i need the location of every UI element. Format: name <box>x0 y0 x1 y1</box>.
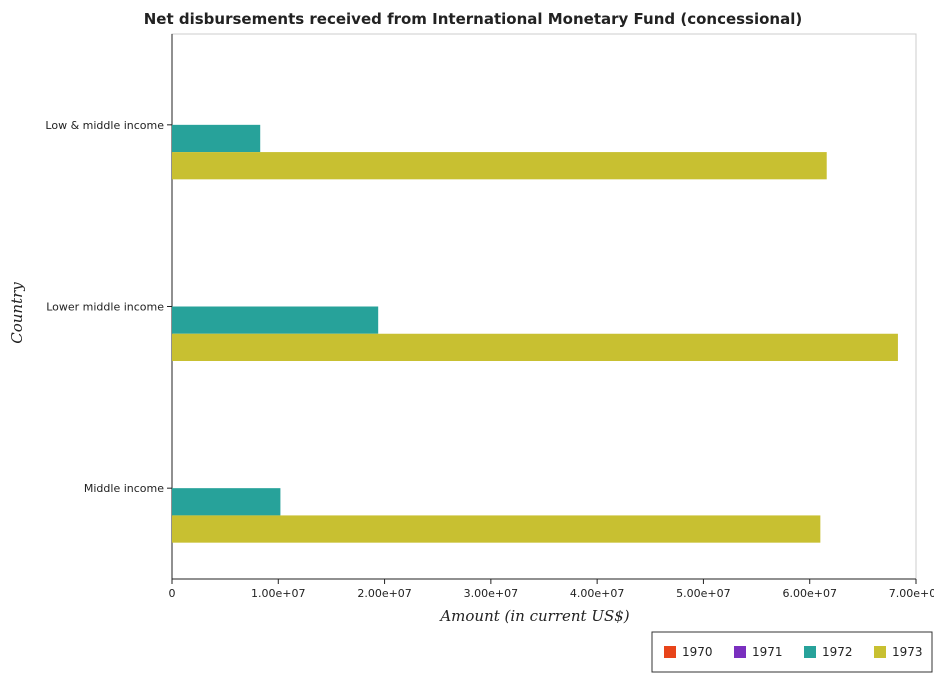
y-tick-label: Middle income <box>84 482 164 495</box>
legend-swatch-1973 <box>874 646 886 658</box>
bar-1973 <box>172 515 821 543</box>
bar-1973 <box>172 152 827 180</box>
legend-swatch-1971 <box>734 646 746 658</box>
y-tick-label: Lower middle income <box>46 301 164 314</box>
plot-area: 0 1.00e+07 2.00e+07 3.00e+07 4.00e+07 5.00e+0… <box>45 33 934 600</box>
x-tick-label: 0 <box>169 587 176 600</box>
x-tick-label: 3.00e+07 <box>464 587 518 600</box>
legend-label-1970: 1970 <box>682 645 713 659</box>
legend-label-1973: 1973 <box>892 645 923 659</box>
bar-1972 <box>172 306 379 334</box>
legend-swatch-1970 <box>664 646 676 658</box>
legend-label-1972: 1972 <box>822 645 853 659</box>
bar-1972 <box>172 124 261 153</box>
x-axis-title: Amount (in current US$) <box>438 607 629 625</box>
x-tick-label: 6.00e+07 <box>782 587 836 600</box>
x-tick-label: 2.00e+07 <box>357 587 411 600</box>
y-tick-label: Low & middle income <box>45 119 164 132</box>
bar-1973 <box>172 333 898 361</box>
x-tick-label: 1.00e+07 <box>251 587 305 600</box>
x-tick-label: 5.00e+07 <box>676 587 730 600</box>
y-axis-title: Country <box>8 282 26 344</box>
legend: 1970 1971 1972 1973 <box>651 631 933 673</box>
bar-1972 <box>172 488 281 516</box>
x-tick-label: 4.00e+07 <box>570 587 624 600</box>
legend-label-1971: 1971 <box>752 645 783 659</box>
legend-swatch-1972 <box>804 646 816 658</box>
x-tick-label: 7.00e+07 <box>889 587 934 600</box>
chart-title: Net disbursements received from Internat… <box>144 10 802 28</box>
